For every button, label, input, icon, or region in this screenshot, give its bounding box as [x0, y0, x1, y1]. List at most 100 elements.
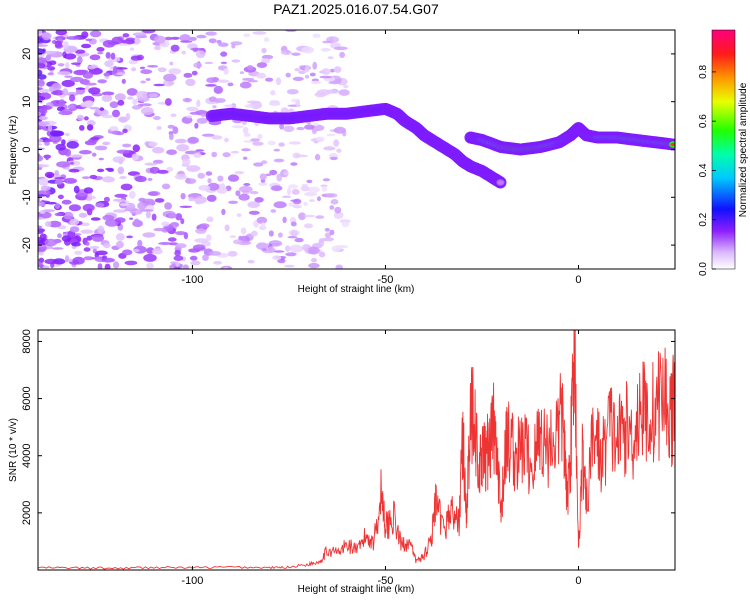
snr-panel: -100 -50 0 2000 4000 6000 8000 Height of strai… — [8, 329, 676, 595]
noise-blob — [38, 196, 41, 202]
noise-blob — [175, 243, 187, 249]
noise-blob — [252, 31, 267, 35]
noise-blob — [102, 141, 111, 146]
noise-blob — [74, 49, 86, 54]
noise-blob — [67, 104, 75, 109]
noise-blob — [47, 72, 54, 76]
noise-blob — [38, 200, 46, 207]
noise-blob — [70, 76, 84, 83]
noise-blob — [273, 250, 285, 253]
noise-blob — [116, 149, 130, 154]
noise-blob — [193, 62, 203, 68]
noise-blob — [328, 81, 341, 85]
noise-blob — [38, 262, 43, 268]
noise-blob — [66, 92, 79, 96]
noise-blob — [176, 144, 190, 152]
noise-blob — [69, 161, 75, 165]
noise-blob — [91, 152, 97, 157]
noise-blob — [61, 79, 75, 88]
noise-blob — [54, 177, 66, 180]
noise-blob — [224, 137, 229, 143]
noise-blob — [234, 171, 245, 175]
noise-blob — [147, 191, 159, 196]
noise-blob — [83, 82, 97, 86]
noise-blob — [244, 104, 254, 108]
noise-blob — [280, 107, 289, 114]
spectrogram-y-axis-label: Frequency (Hz) — [8, 116, 19, 185]
noise-blob — [169, 61, 174, 66]
noise-blob — [282, 216, 287, 223]
noise-blob — [82, 203, 95, 212]
noise-blob — [154, 45, 161, 51]
noise-blob — [294, 154, 308, 158]
noise-blob — [279, 123, 284, 130]
noise-blob — [55, 143, 66, 151]
noise-blob — [315, 215, 325, 219]
noise-blob — [243, 132, 251, 137]
noise-blob — [338, 89, 350, 96]
noise-blob — [247, 80, 259, 83]
noise-blob — [235, 190, 241, 197]
noise-blob — [284, 264, 295, 268]
noise-blob — [278, 142, 285, 147]
noise-blob — [146, 262, 154, 269]
noise-blob — [148, 93, 158, 98]
noise-blob — [198, 223, 210, 229]
x-tick-label: -50 — [378, 575, 394, 587]
noise-blob — [85, 38, 93, 42]
noise-blob — [324, 227, 330, 232]
noise-blob — [221, 208, 226, 216]
x-tick-label: -50 — [378, 274, 394, 286]
noise-blob — [38, 111, 42, 116]
noise-blob — [42, 265, 50, 269]
snr-series-line — [38, 330, 675, 570]
noise-blob — [195, 228, 207, 234]
noise-blob — [57, 225, 67, 230]
noise-blob — [173, 255, 184, 261]
noise-blob — [69, 226, 80, 233]
noise-blob — [223, 68, 229, 75]
noise-blob — [76, 114, 85, 121]
noise-blob — [228, 200, 239, 204]
noise-blob — [195, 50, 206, 59]
noise-blob — [167, 82, 175, 85]
noise-blob — [256, 72, 267, 79]
noise-blob — [140, 80, 147, 84]
noise-blob — [312, 61, 318, 70]
noise-blob — [147, 177, 153, 181]
noise-blob — [166, 166, 174, 172]
noise-blob — [252, 141, 264, 146]
noise-blob — [230, 150, 240, 154]
noise-blob — [120, 183, 133, 191]
noise-blob — [207, 178, 212, 184]
colorbar-tick-label: 0.0 — [698, 262, 709, 276]
noise-blob — [38, 257, 45, 263]
noise-blob — [38, 231, 44, 234]
noise-blob — [322, 40, 332, 44]
noise-blob — [109, 101, 119, 109]
noise-blob — [285, 252, 297, 257]
noise-blob — [333, 211, 344, 220]
noise-blob — [265, 77, 274, 82]
noise-blob — [231, 43, 236, 49]
noise-blob — [131, 153, 140, 161]
noise-blob — [127, 96, 134, 100]
spectrogram-ridge — [205, 102, 675, 189]
noise-blob — [163, 73, 177, 82]
noise-blob — [124, 260, 138, 266]
noise-blob — [257, 133, 263, 140]
noise-blob — [48, 220, 62, 228]
noise-blob — [246, 65, 254, 70]
noise-blob — [206, 194, 217, 202]
noise-blob — [227, 250, 238, 257]
noise-blob — [83, 247, 91, 252]
noise-blob — [186, 165, 201, 172]
noise-blob — [49, 130, 64, 137]
noise-blob — [320, 184, 328, 188]
noise-blob — [101, 91, 115, 96]
noise-blob — [212, 105, 217, 109]
noise-blob — [304, 124, 315, 130]
snr-x-axis-label: Height of straight line (km) — [298, 584, 415, 595]
noise-blob — [77, 69, 89, 73]
noise-blob — [256, 62, 268, 68]
